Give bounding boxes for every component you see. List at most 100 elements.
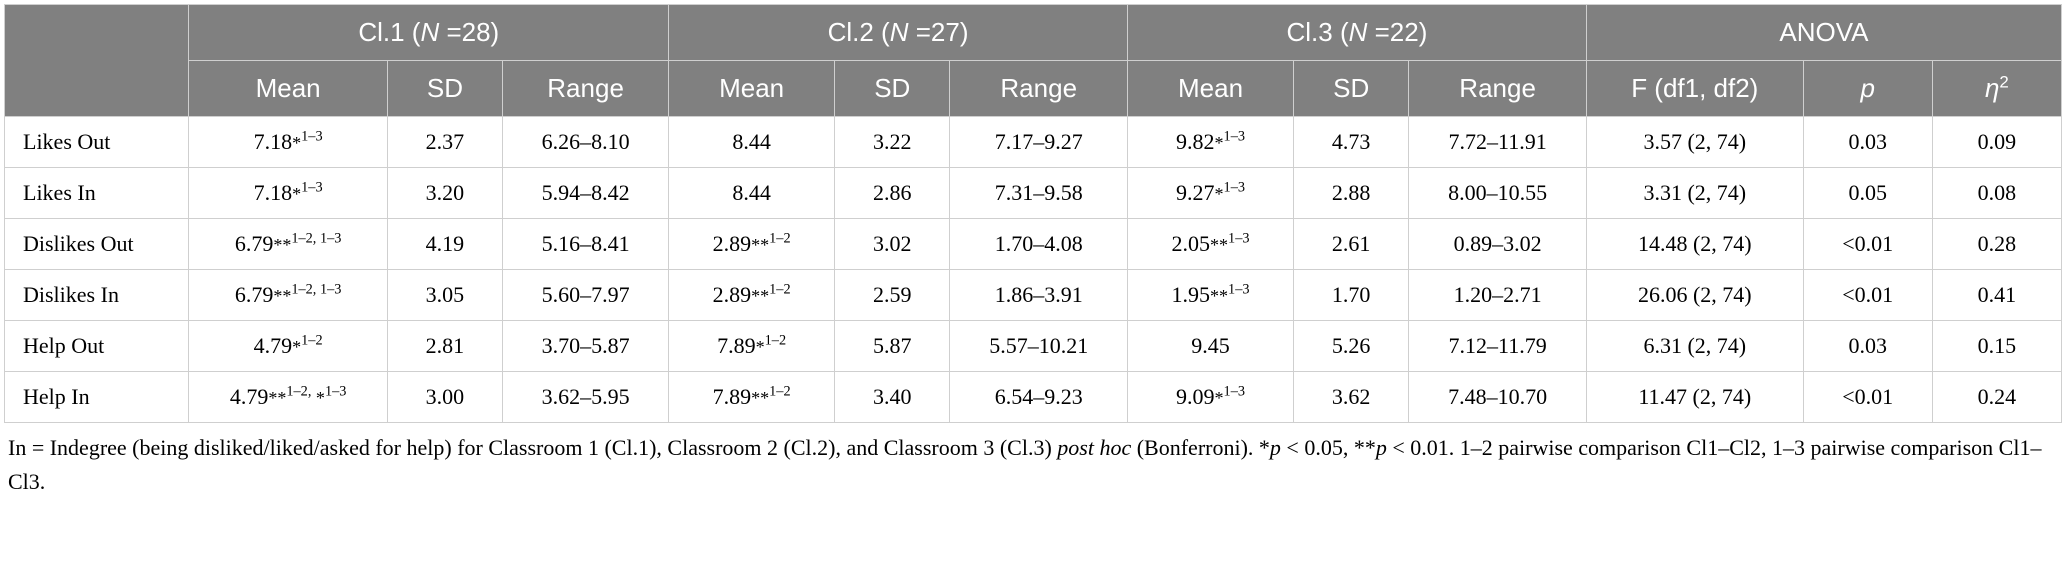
cell-mean: 4.79**1–2, *1–3 [189,372,387,423]
row-label: Help In [5,372,189,423]
table-body: Likes Out7.18*1–32.376.26–8.108.443.227.… [5,117,2062,423]
table-row: Help Out4.79*1–22.813.70–5.877.89*1–25.8… [5,321,2062,372]
cell-range: 8.00–10.55 [1409,168,1587,219]
cell-range: 5.57–10.21 [950,321,1128,372]
cell-sd: 1.70 [1294,270,1409,321]
col-mean-3: Mean [1128,61,1294,117]
cell-eta2: 0.24 [1932,372,2061,423]
group-header-cl1: Cl.1 (N =28) [189,5,669,61]
row-label: Dislikes Out [5,219,189,270]
cell-range: 7.17–9.27 [950,117,1128,168]
cell-mean: 9.82*1–3 [1128,117,1294,168]
cell-sd: 5.26 [1294,321,1409,372]
col-F: F (df1, df2) [1586,61,1803,117]
cell-F: 26.06 (2, 74) [1586,270,1803,321]
cell-sd: 3.05 [387,270,502,321]
cell-range: 1.70–4.08 [950,219,1128,270]
cell-range: 1.20–2.71 [1409,270,1587,321]
cell-range: 3.62–5.95 [503,372,669,423]
table-footnote: In = Indegree (being disliked/liked/aske… [4,431,2062,499]
cell-p: 0.03 [1803,321,1932,372]
cell-range: 7.72–11.91 [1409,117,1587,168]
cell-F: 14.48 (2, 74) [1586,219,1803,270]
cell-mean: 8.44 [669,117,835,168]
row-label: Dislikes In [5,270,189,321]
table-row: Likes Out7.18*1–32.376.26–8.108.443.227.… [5,117,2062,168]
col-range-2: Range [950,61,1128,117]
cell-range: 7.31–9.58 [950,168,1128,219]
cell-sd: 2.59 [835,270,950,321]
cell-sd: 2.81 [387,321,502,372]
col-range-1: Range [503,61,669,117]
cell-range: 3.70–5.87 [503,321,669,372]
table-row: Likes In7.18*1–33.205.94–8.428.442.867.3… [5,168,2062,219]
cell-F: 11.47 (2, 74) [1586,372,1803,423]
table-header: Cl.1 (N =28) Cl.2 (N =27) Cl.3 (N =22) A… [5,5,2062,117]
cell-F: 3.57 (2, 74) [1586,117,1803,168]
cell-mean: 8.44 [669,168,835,219]
cell-sd: 3.22 [835,117,950,168]
cell-sd: 4.73 [1294,117,1409,168]
cell-mean: 1.95**1–3 [1128,270,1294,321]
corner-cell [5,5,189,117]
cell-mean: 7.89*1–2 [669,321,835,372]
cell-sd: 2.37 [387,117,502,168]
cell-range: 0.89–3.02 [1409,219,1587,270]
cell-p: <0.01 [1803,372,1932,423]
cell-range: 5.16–8.41 [503,219,669,270]
cell-mean: 4.79*1–2 [189,321,387,372]
cell-eta2: 0.08 [1932,168,2061,219]
cell-sd: 2.88 [1294,168,1409,219]
cell-mean: 2.89**1–2 [669,270,835,321]
cell-sd: 3.40 [835,372,950,423]
group-header-cl3: Cl.3 (N =22) [1128,5,1587,61]
cell-eta2: 0.15 [1932,321,2061,372]
cell-sd: 2.86 [835,168,950,219]
anova-table: Cl.1 (N =28) Cl.2 (N =27) Cl.3 (N =22) A… [4,4,2062,423]
cell-mean: 2.05**1–3 [1128,219,1294,270]
cell-F: 6.31 (2, 74) [1586,321,1803,372]
cell-p: <0.01 [1803,219,1932,270]
cell-mean: 7.18*1–3 [189,117,387,168]
cell-sd: 3.20 [387,168,502,219]
row-label: Help Out [5,321,189,372]
cell-mean: 9.45 [1128,321,1294,372]
col-mean-2: Mean [669,61,835,117]
cell-range: 6.54–9.23 [950,372,1128,423]
cell-p: 0.03 [1803,117,1932,168]
cell-mean: 9.27*1–3 [1128,168,1294,219]
cell-p: <0.01 [1803,270,1932,321]
table-row: Dislikes In6.79**1–2, 1–33.055.60–7.972.… [5,270,2062,321]
cell-eta2: 0.09 [1932,117,2061,168]
cell-mean: 7.89**1–2 [669,372,835,423]
col-range-3: Range [1409,61,1587,117]
cell-range: 7.12–11.79 [1409,321,1587,372]
cell-mean: 9.09*1–3 [1128,372,1294,423]
cell-range: 7.48–10.70 [1409,372,1587,423]
cell-mean: 2.89**1–2 [669,219,835,270]
cell-mean: 6.79**1–2, 1–3 [189,219,387,270]
cell-sd: 4.19 [387,219,502,270]
row-label: Likes In [5,168,189,219]
cell-range: 5.94–8.42 [503,168,669,219]
cell-eta2: 0.28 [1932,219,2061,270]
group-header-anova: ANOVA [1586,5,2061,61]
col-sd-2: SD [835,61,950,117]
cell-range: 5.60–7.97 [503,270,669,321]
cell-F: 3.31 (2, 74) [1586,168,1803,219]
cell-sd: 3.02 [835,219,950,270]
table-row: Help In4.79**1–2, *1–33.003.62–5.957.89*… [5,372,2062,423]
col-p: p [1803,61,1932,117]
cell-mean: 6.79**1–2, 1–3 [189,270,387,321]
group-header-cl2: Cl.2 (N =27) [669,5,1128,61]
cell-sd: 2.61 [1294,219,1409,270]
col-mean-1: Mean [189,61,387,117]
cell-sd: 3.00 [387,372,502,423]
cell-range: 6.26–8.10 [503,117,669,168]
col-sd-3: SD [1294,61,1409,117]
cell-eta2: 0.41 [1932,270,2061,321]
cell-sd: 3.62 [1294,372,1409,423]
table-row: Dislikes Out6.79**1–2, 1–34.195.16–8.412… [5,219,2062,270]
col-eta2: η2 [1932,61,2061,117]
cell-p: 0.05 [1803,168,1932,219]
